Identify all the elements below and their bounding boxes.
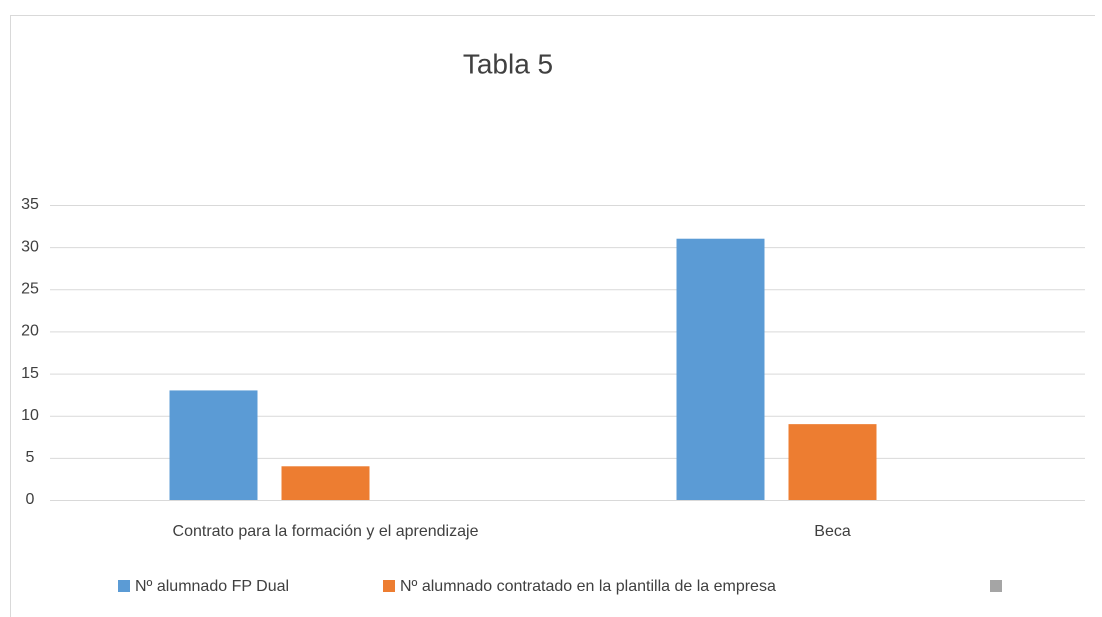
- chart-border: [10, 15, 1095, 617]
- x-tick-label: Beca: [814, 523, 851, 540]
- y-tick-label: 30: [21, 238, 39, 255]
- legend-label: Nº alumnado FP Dual: [135, 578, 289, 595]
- bar: [169, 390, 258, 500]
- bar: [676, 238, 765, 500]
- bar: [281, 466, 370, 500]
- y-tick-label: 20: [21, 323, 39, 340]
- x-tick-label: Contrato para la formación y el aprendiz…: [173, 523, 479, 540]
- y-tick-label: 10: [21, 407, 39, 424]
- legend-swatch: [118, 580, 130, 592]
- y-tick-label: 25: [21, 281, 39, 298]
- legend-label: Nº alumnado contratado en la plantilla d…: [400, 578, 776, 595]
- y-tick-label: 15: [21, 365, 39, 382]
- legend-swatch: [383, 580, 395, 592]
- chart-title: Tabla 5: [463, 48, 553, 79]
- y-tick-label: 5: [26, 449, 35, 466]
- legend-swatch: [990, 580, 1002, 592]
- bar: [788, 424, 877, 500]
- y-tick-label: 0: [26, 491, 35, 508]
- y-tick-label: 35: [21, 196, 39, 213]
